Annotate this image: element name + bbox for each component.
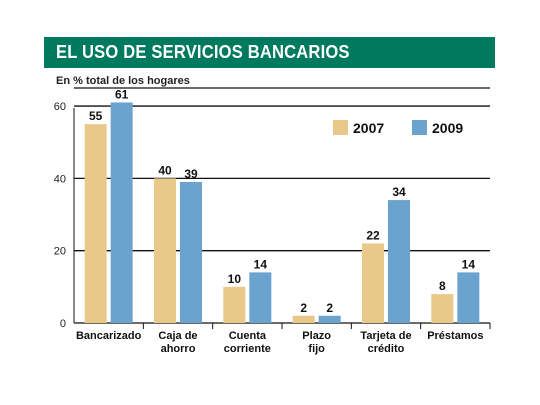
category-label: ahorro: [161, 343, 196, 355]
bar-2009: [457, 272, 480, 323]
category-label: Bancarizado: [76, 330, 142, 342]
data-label: 22: [366, 228, 380, 242]
title-bar: EL USO DE SERVICIOS BANCARIOS: [44, 37, 495, 68]
bar-2007: [154, 178, 176, 323]
chart-title: EL USO DE SERVICIOS BANCARIOS: [56, 42, 350, 62]
data-label: 40: [158, 163, 172, 177]
data-label: 10: [228, 272, 242, 286]
legend-swatch-2007: [333, 120, 348, 135]
bar-2009: [110, 102, 133, 323]
legend-swatch-2009: [412, 120, 427, 135]
bar-2007: [292, 315, 315, 323]
y-tick-label: 40: [54, 173, 66, 185]
y-tick-label: 0: [60, 318, 66, 330]
category-label: Caja de: [158, 330, 197, 342]
legend-label-2007: 2007: [353, 120, 384, 136]
category-label: Plazo: [302, 330, 331, 342]
category-label: Préstamos: [427, 330, 483, 342]
data-label: 39: [184, 167, 198, 181]
data-label: 34: [392, 185, 406, 199]
data-label: 2: [300, 301, 307, 315]
data-label: 55: [89, 109, 103, 123]
data-label: 61: [115, 87, 129, 101]
data-label: 8: [439, 279, 446, 293]
category-label: Cuenta: [229, 330, 267, 342]
y-tick-label: 20: [54, 246, 66, 258]
bar-2009: [388, 200, 410, 323]
category-label: fijo: [308, 343, 325, 355]
bar-2009: [318, 315, 341, 323]
data-label: 14: [462, 257, 476, 271]
legend-label-2009: 2009: [432, 120, 463, 136]
bar-2007: [362, 243, 384, 323]
y-tick-label: 60: [54, 101, 66, 113]
bar-2007: [84, 124, 107, 324]
bar-2009: [180, 182, 202, 323]
category-label: corriente: [224, 343, 271, 355]
category-label: Tarjeta de: [360, 330, 411, 342]
bar-2009: [249, 272, 272, 323]
chart-subtitle: En % total de los hogares: [56, 75, 190, 87]
data-label: 14: [254, 257, 268, 271]
data-label: 2: [326, 301, 333, 315]
bar-2007: [223, 286, 246, 323]
category-label: crédito: [368, 343, 405, 355]
bar-2007: [431, 294, 454, 323]
